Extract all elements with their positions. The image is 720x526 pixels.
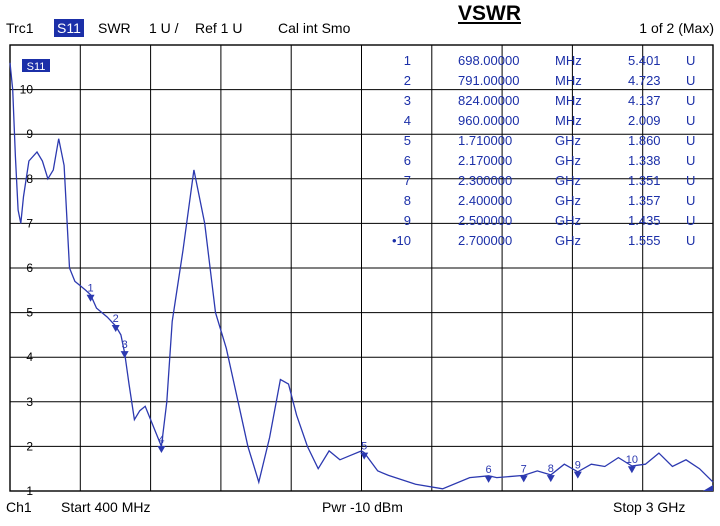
marker-5-triangle	[360, 452, 369, 460]
marker-freq: 824.00000	[458, 93, 520, 108]
marker-value: 1.435	[628, 213, 661, 228]
marker-value: 1.860	[628, 133, 661, 148]
marker-u: U	[686, 53, 696, 68]
marker-9-label: 9	[575, 460, 581, 472]
marker-id: 8	[403, 193, 411, 208]
marker-unit: GHz	[555, 153, 581, 168]
marker-id: 4	[403, 113, 411, 128]
stop-frequency[interactable]: Stop 3 GHz	[613, 499, 686, 515]
marker-1-triangle	[86, 294, 95, 302]
marker-unit: MHz	[555, 93, 582, 108]
marker-freq: 1.710000	[458, 133, 513, 148]
marker-2-label: 2	[113, 313, 119, 325]
marker-unit: MHz	[555, 73, 582, 88]
scale-label[interactable]: 1 U /	[149, 20, 179, 36]
marker-id: 5	[403, 133, 411, 148]
marker-7-label: 7	[521, 463, 527, 475]
marker-freq: 2.300000	[458, 173, 513, 188]
marker-id: 1	[403, 53, 411, 68]
y-tick-label: 10	[20, 83, 34, 97]
marker-unit: GHz	[555, 133, 581, 148]
y-tick-label: 4	[26, 350, 33, 364]
marker-unit: GHz	[555, 233, 581, 248]
y-tick-label: 8	[26, 172, 33, 186]
marker-unit: GHz	[555, 173, 581, 188]
y-tick-label: 5	[26, 306, 33, 320]
marker-unit: GHz	[555, 193, 581, 208]
marker-unit: MHz	[555, 53, 582, 68]
marker-id: 2	[403, 73, 411, 88]
marker-9-triangle	[573, 471, 582, 479]
marker-3-label: 3	[122, 339, 128, 351]
y-tick-label: 1	[26, 484, 33, 498]
marker-8-label: 8	[548, 463, 554, 475]
marker-value: 4.137	[628, 93, 661, 108]
marker-10-triangle	[627, 466, 636, 474]
marker-6-triangle	[484, 475, 493, 483]
trace-name[interactable]: Trc1	[6, 20, 34, 36]
trace-label-text: S11	[27, 61, 46, 73]
marker-4-triangle	[157, 445, 166, 453]
marker-id: 7	[403, 173, 411, 188]
marker-2-triangle	[111, 324, 120, 332]
marker-u: U	[686, 233, 696, 248]
marker-value: 2.009	[628, 113, 661, 128]
marker-value: 1.555	[628, 233, 661, 248]
marker-u: U	[686, 113, 696, 128]
marker-freq: 2.700000	[458, 233, 513, 248]
marker-unit: GHz	[555, 213, 581, 228]
marker-freq: 2.400000	[458, 193, 513, 208]
marker-value: 1.351	[628, 173, 661, 188]
marker-id: 6	[403, 153, 411, 168]
display-title: VSWR	[458, 2, 521, 25]
marker-id: •10	[391, 233, 411, 248]
marker-value: 5.401	[628, 53, 661, 68]
vswr-trace	[9, 62, 714, 490]
channel-label[interactable]: Ch1	[6, 499, 32, 515]
power-level[interactable]: Pwr -10 dBm	[322, 499, 403, 515]
header-bar: Trc1 S11 SWR 1 U / Ref 1 U Cal int Smo V…	[0, 0, 720, 44]
start-frequency[interactable]: Start 400 MHz	[61, 499, 151, 515]
marker-freq: 2.500000	[458, 213, 513, 228]
y-tick-label: 7	[26, 216, 33, 230]
y-tick-label: 3	[26, 395, 33, 409]
s-parameter-badge[interactable]: S11	[54, 19, 84, 37]
y-tick-label: 2	[26, 439, 33, 453]
marker-u: U	[686, 193, 696, 208]
trace-label-badge	[22, 59, 50, 72]
marker-freq: 960.00000	[458, 113, 520, 128]
marker-value: 4.723	[628, 73, 661, 88]
marker-u: U	[686, 93, 696, 108]
marker-u: U	[686, 213, 696, 228]
marker-1-label: 1	[88, 283, 94, 295]
marker-3-triangle	[120, 351, 129, 359]
marker-10-label: 10	[626, 454, 638, 466]
marker-freq: 698.00000	[458, 53, 520, 68]
marker-u: U	[686, 153, 696, 168]
stop-indicator-icon	[703, 485, 713, 491]
reference-label[interactable]: Ref 1 U	[195, 20, 243, 36]
marker-u: U	[686, 133, 696, 148]
marker-7-triangle	[519, 475, 528, 483]
marker-5-label: 5	[361, 441, 367, 453]
marker-4-label: 4	[158, 434, 164, 446]
marker-value: 1.338	[628, 153, 661, 168]
format-label[interactable]: SWR	[98, 20, 131, 36]
marker-u: U	[686, 173, 696, 188]
marker-8-triangle	[546, 475, 555, 483]
marker-id: 3	[403, 93, 411, 108]
marker-6-label: 6	[486, 464, 492, 476]
marker-value: 1.357	[628, 193, 661, 208]
calibration-status: Cal int Smo	[278, 20, 351, 36]
y-tick-label: 9	[26, 127, 33, 141]
y-tick-label: 6	[26, 261, 33, 275]
marker-freq: 791.00000	[458, 73, 520, 88]
marker-unit: MHz	[555, 113, 582, 128]
marker-id: 9	[403, 213, 411, 228]
page-indicator: 1 of 2 (Max)	[639, 20, 714, 36]
marker-u: U	[686, 73, 696, 88]
marker-freq: 2.170000	[458, 153, 513, 168]
